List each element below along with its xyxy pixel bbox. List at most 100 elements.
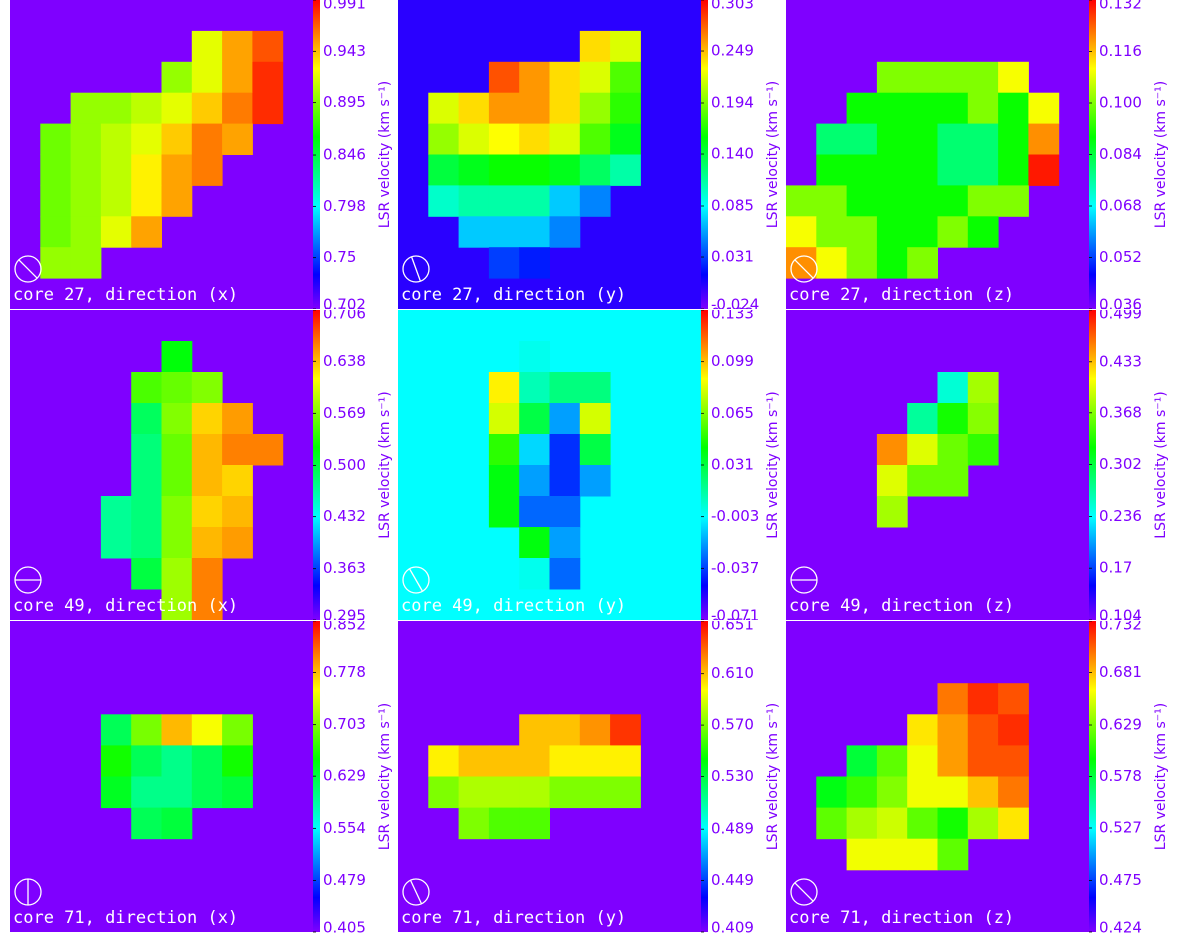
map-cell xyxy=(131,123,162,155)
map-cell xyxy=(131,714,162,746)
map-cell xyxy=(549,714,581,746)
beam-axis xyxy=(409,879,423,905)
map-cell xyxy=(967,714,999,746)
colorbar-label: LSR velocity (km s⁻¹) xyxy=(1153,703,1169,850)
map-cell xyxy=(458,154,490,186)
map-cell xyxy=(579,92,611,125)
map-cell xyxy=(252,434,284,466)
colorbar-tick-label: 0.732 xyxy=(1099,616,1142,634)
colorbar-tick-label: 0.249 xyxy=(711,42,754,60)
map-cell xyxy=(488,92,520,125)
map-cell xyxy=(579,61,611,94)
map-cell xyxy=(610,714,641,746)
map-cell xyxy=(161,341,193,373)
panel-title: core 27, direction (y) xyxy=(401,285,626,305)
map-cell xyxy=(816,776,848,809)
colorbar-label: LSR velocity (km s⁻¹) xyxy=(377,703,393,850)
map-cell xyxy=(519,745,550,777)
colorbar xyxy=(701,0,708,309)
map-cell xyxy=(579,30,611,63)
colorbar xyxy=(313,621,320,932)
map-cell xyxy=(458,745,490,777)
map-cell xyxy=(519,527,550,559)
map-cell xyxy=(458,807,490,840)
map-cell xyxy=(131,185,162,217)
map-cell xyxy=(549,434,581,466)
map-cell xyxy=(519,216,550,248)
map-cell xyxy=(876,154,908,186)
colorbar-tick-label: 0.629 xyxy=(323,767,366,785)
colorbar-label: LSR velocity (km s⁻¹) xyxy=(1153,81,1169,228)
map-cell xyxy=(488,403,520,435)
map-cell xyxy=(252,30,284,63)
map-cell xyxy=(131,434,162,466)
map-cell xyxy=(1028,123,1060,155)
map-cell xyxy=(519,403,550,435)
map-cell xyxy=(519,61,550,94)
map-cell xyxy=(488,807,520,840)
map-cell xyxy=(488,185,520,217)
map-cell xyxy=(876,247,908,279)
map-cell xyxy=(131,776,162,809)
panel-title: core 49, direction (z) xyxy=(789,596,1014,616)
map-cell xyxy=(876,838,908,871)
map-cell xyxy=(998,123,1029,155)
map-cell xyxy=(1028,154,1060,186)
map-cell xyxy=(222,496,253,528)
colorbar xyxy=(701,621,708,932)
map-cell xyxy=(846,776,878,809)
map-cell xyxy=(222,714,253,746)
colorbar-tick-label: 0.778 xyxy=(323,663,366,681)
map-cell xyxy=(40,123,72,155)
map-cell xyxy=(222,92,253,125)
map-cell xyxy=(519,496,550,528)
map-cell xyxy=(222,123,253,155)
map-cell xyxy=(610,154,641,186)
map-cell xyxy=(967,92,999,125)
map-cell xyxy=(579,185,611,217)
map-cell xyxy=(579,465,611,497)
map-cell xyxy=(458,776,490,809)
beam xyxy=(402,255,430,283)
beam-axis xyxy=(794,259,814,279)
colorbar xyxy=(701,310,708,620)
map-cell xyxy=(161,807,193,840)
beam-axis xyxy=(410,256,422,282)
map-cell xyxy=(131,558,162,590)
map-cell xyxy=(100,714,132,746)
colorbar-tick-label: 0.489 xyxy=(711,820,754,838)
map-cell xyxy=(907,776,938,809)
colorbar-tick-label: 0.363 xyxy=(323,559,366,577)
map-cell xyxy=(846,216,878,248)
map-cell xyxy=(967,745,999,777)
map-cell xyxy=(488,745,520,777)
map-cell xyxy=(488,465,520,497)
map-cell xyxy=(907,714,938,746)
colorbar-label: LSR velocity (km s⁻¹) xyxy=(377,81,393,228)
map-cell xyxy=(846,745,878,777)
map-cell xyxy=(937,185,969,217)
panel-title: core 27, direction (x) xyxy=(13,285,238,305)
map-cell xyxy=(161,589,193,621)
beam-axis xyxy=(408,568,424,592)
map-cell xyxy=(40,247,72,279)
map-cell xyxy=(40,185,72,217)
map-cell xyxy=(488,247,520,279)
map-cell xyxy=(519,558,550,590)
map-cell xyxy=(846,247,878,279)
map-cell xyxy=(967,185,999,217)
colorbar-label: LSR velocity (km s⁻¹) xyxy=(765,703,781,850)
map-cell xyxy=(876,434,908,466)
map-cell xyxy=(161,154,193,186)
colorbar xyxy=(1089,0,1096,309)
map-cell xyxy=(222,403,253,435)
map-cell xyxy=(40,154,72,186)
map-cell xyxy=(549,372,581,404)
map-cell xyxy=(816,185,848,217)
map-cell xyxy=(967,807,999,840)
colorbar-tick-label: 0.895 xyxy=(323,93,366,111)
colorbar-tick-label: 0.194 xyxy=(711,94,754,112)
map-cell xyxy=(161,558,193,590)
colorbar-tick-label: 0.302 xyxy=(1099,455,1142,473)
colorbar-tick-label: 0.085 xyxy=(711,197,754,215)
